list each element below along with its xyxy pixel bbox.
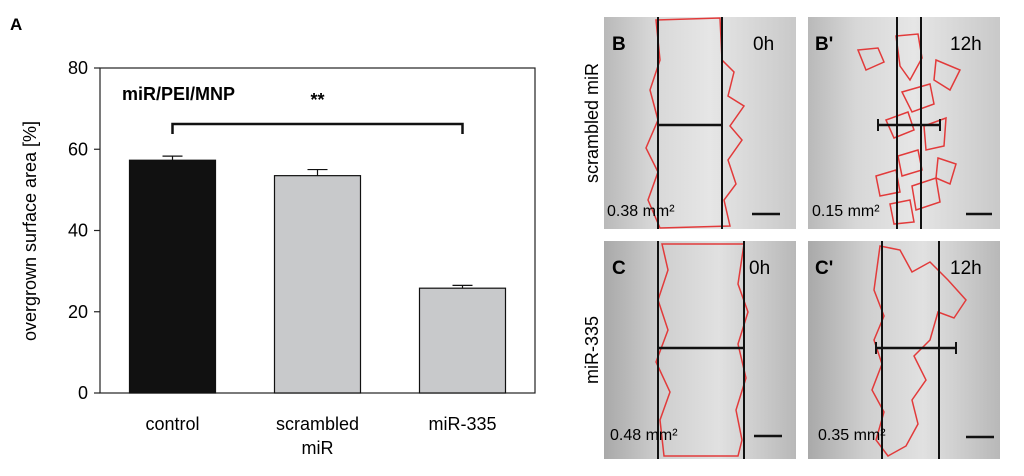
panel-letter-b-prime: B': [815, 34, 833, 55]
area-label-b-prime: 0.15 mm²: [812, 203, 880, 220]
bars-layer: [128, 155, 507, 394]
y-tick-label: 60: [68, 139, 88, 159]
time-label-c: 0h: [749, 258, 770, 279]
bar-chart: A overgrown surface area [%] 0 20 40 60 80 m…: [10, 15, 536, 458]
row-label-mir335: miR-335: [582, 316, 602, 384]
time-label-b: 0h: [753, 34, 774, 55]
micrograph-b: B 0h 0.38 mm²: [604, 17, 796, 229]
micrograph-grid: scrambled miR miR-335 B 0h 0.38 mm²: [582, 17, 1000, 459]
x-tick-label: control: [145, 414, 199, 434]
bar: [418, 287, 507, 394]
area-label-c: 0.48 mm²: [610, 427, 678, 444]
significance-bracket: **: [171, 90, 464, 134]
time-label-b-prime: 12h: [950, 34, 982, 55]
time-label-c-prime: 12h: [950, 258, 982, 279]
row-label-scrambled: scrambled miR: [582, 63, 602, 183]
micrograph-b-prime: B' 12h 0.15 mm²: [808, 17, 1000, 229]
chart-title: miR/PEI/MNP: [122, 84, 235, 104]
panel-letter-b: B: [612, 34, 626, 55]
panel-label-a: A: [10, 15, 22, 34]
y-tick-label: 0: [78, 383, 88, 403]
x-tick-labels: control scrambled miR miR-335: [145, 414, 496, 458]
panel-letter-c: C: [612, 258, 626, 279]
wound-outline-b: [645, 17, 746, 229]
panel-letter-c-prime: C': [815, 258, 833, 279]
wound-outline-c-prime: [871, 245, 967, 457]
x-tick-label: miR-335: [428, 414, 496, 434]
significance-line: [171, 122, 464, 134]
y-tick-label: 80: [68, 58, 88, 78]
y-tick-label: 40: [68, 221, 88, 241]
area-label-c-prime: 0.35 mm²: [818, 427, 886, 444]
x-tick-label: scrambled miR: [276, 414, 359, 458]
micrograph-c-prime: C' 12h 0.35 mm²: [808, 241, 1000, 459]
bar: [128, 159, 217, 394]
area-label-b: 0.38 mm²: [607, 203, 675, 220]
cell-outlines-b-prime: [856, 33, 962, 225]
bar: [273, 175, 362, 394]
y-axis-label: overgrown surface area [%]: [20, 121, 40, 341]
micrograph-c: C 0h 0.48 mm²: [604, 241, 796, 459]
y-tick-label: 20: [68, 302, 88, 322]
significance-label: **: [310, 90, 324, 110]
